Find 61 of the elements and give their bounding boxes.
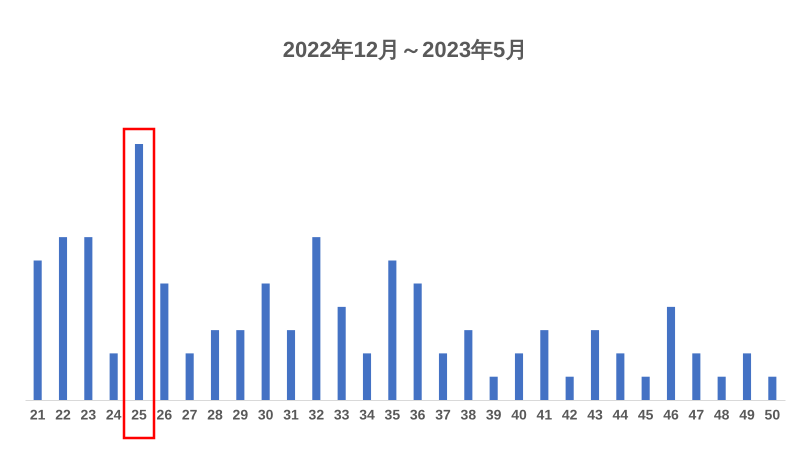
- bar: [110, 353, 118, 400]
- bar: [262, 284, 270, 400]
- x-tick-label: 34: [359, 406, 375, 422]
- x-tick-label: 23: [80, 406, 96, 422]
- x-tick-label: 42: [562, 406, 578, 422]
- x-tick-label: 40: [511, 406, 527, 422]
- bar: [286, 330, 296, 400]
- x-tick-label: 48: [714, 406, 730, 422]
- x-tick-label: 30: [258, 406, 274, 422]
- bar: [464, 330, 472, 400]
- bar: [58, 237, 68, 400]
- x-tick-label: 31: [283, 406, 299, 422]
- x-tick-label: 36: [410, 406, 426, 422]
- x-tick-label: 38: [460, 406, 476, 422]
- bar: [362, 353, 372, 400]
- x-tick-label: 37: [435, 406, 451, 422]
- x-tick-label: 35: [384, 406, 400, 422]
- x-tick-label: 41: [536, 406, 552, 422]
- x-tick-label: 24: [106, 406, 122, 422]
- x-tick-label: 43: [587, 406, 603, 422]
- x-tick-label: 50: [764, 406, 780, 422]
- bar: [210, 330, 220, 400]
- bar: [718, 376, 726, 400]
- x-tick-label: 28: [207, 406, 223, 422]
- bar: [490, 376, 498, 400]
- bar: [514, 353, 524, 400]
- x-tick-label: 44: [612, 406, 628, 422]
- bar: [616, 353, 624, 400]
- x-tick-label: 33: [334, 406, 350, 422]
- x-tick-label: 32: [308, 406, 324, 422]
- x-tick-label: 27: [182, 406, 198, 422]
- bar: [438, 353, 448, 400]
- x-tick-label: 21: [30, 406, 46, 422]
- chart-title: 2022年12月～2023年5月: [282, 37, 528, 62]
- bar: [540, 330, 548, 400]
- bar: [34, 260, 42, 400]
- bar: [160, 284, 168, 400]
- bar: [692, 353, 700, 400]
- bar: [742, 353, 752, 400]
- bar: [666, 306, 676, 400]
- x-tick-label: 46: [663, 406, 679, 422]
- bar: [186, 353, 194, 400]
- x-tick-label: 29: [232, 406, 248, 422]
- bar: [768, 376, 776, 400]
- x-tick-label: 45: [638, 406, 654, 422]
- bar: [642, 376, 650, 400]
- x-tick-label: 39: [486, 406, 502, 422]
- bar: [590, 330, 600, 400]
- x-tick-label: 25: [131, 406, 147, 422]
- bar: [414, 284, 422, 400]
- x-tick-label: 22: [55, 406, 71, 422]
- bar: [312, 237, 320, 400]
- bar: [84, 237, 92, 400]
- bar: [338, 306, 346, 400]
- bar: [388, 260, 396, 400]
- bar: [134, 144, 144, 400]
- x-tick-label: 26: [156, 406, 172, 422]
- bar: [236, 330, 244, 400]
- bar: [566, 376, 574, 400]
- x-tick-label: 47: [688, 406, 704, 422]
- x-tick-label: 49: [739, 406, 755, 422]
